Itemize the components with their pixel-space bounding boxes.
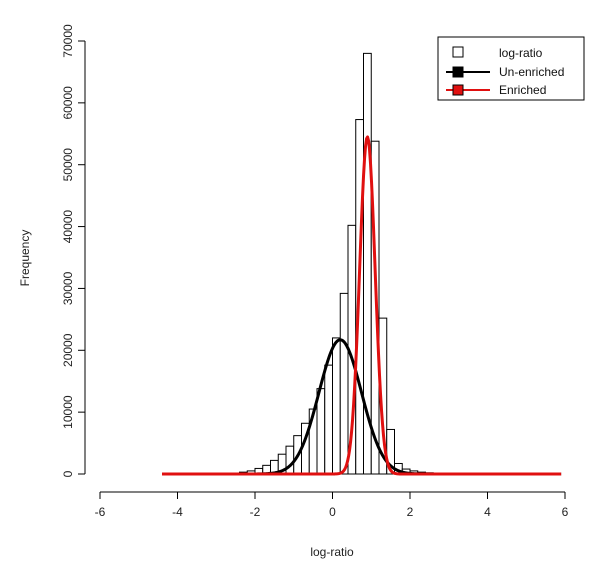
legend-marker-un-enriched xyxy=(452,66,464,78)
histogram-bar xyxy=(332,337,341,475)
legend-label-un-enriched: Un-enriched xyxy=(499,65,564,79)
y-tick-label: 50000 xyxy=(61,148,75,182)
y-tick-label: 20000 xyxy=(61,333,75,367)
y-tick-label: 40000 xyxy=(61,210,75,244)
histogram-bar xyxy=(324,364,333,475)
histogram-bars xyxy=(239,52,442,475)
y-tick-label: 60000 xyxy=(61,86,75,120)
legend: log-ratio Un-enriched Enriched xyxy=(437,36,585,101)
histogram-bar xyxy=(285,445,295,475)
x-axis: -6 -4 -2 0 2 4 6 xyxy=(95,491,569,519)
x-tick-label: 2 xyxy=(407,505,414,519)
legend-marker-enriched xyxy=(452,84,464,96)
y-axis-label: Frequency xyxy=(18,230,32,287)
legend-label-enriched: Enriched xyxy=(499,83,546,97)
histogram-bar xyxy=(378,317,388,475)
legend-marker-log-ratio xyxy=(452,46,464,58)
y-tick-label: 0 xyxy=(61,470,75,477)
x-tick-label: -2 xyxy=(250,505,261,519)
y-tick-label: 30000 xyxy=(61,271,75,305)
x-tick-label: 0 xyxy=(329,505,336,519)
y-axis: 0 10000 20000 30000 40000 50000 60000 70000 xyxy=(61,24,86,477)
histogram-bar xyxy=(339,292,349,475)
y-tick-label: 10000 xyxy=(61,395,75,429)
y-tick-label: 70000 xyxy=(61,24,75,58)
x-tick-label: 6 xyxy=(562,505,569,519)
x-axis-label: log-ratio xyxy=(310,545,354,559)
density-curves xyxy=(161,135,562,476)
legend-label-log-ratio: log-ratio xyxy=(499,46,543,60)
curve-enriched xyxy=(161,135,562,476)
x-tick-label: -4 xyxy=(172,505,183,519)
x-tick-label: -6 xyxy=(95,505,106,519)
x-tick-label: 4 xyxy=(484,505,491,519)
histogram-bar xyxy=(316,388,326,475)
